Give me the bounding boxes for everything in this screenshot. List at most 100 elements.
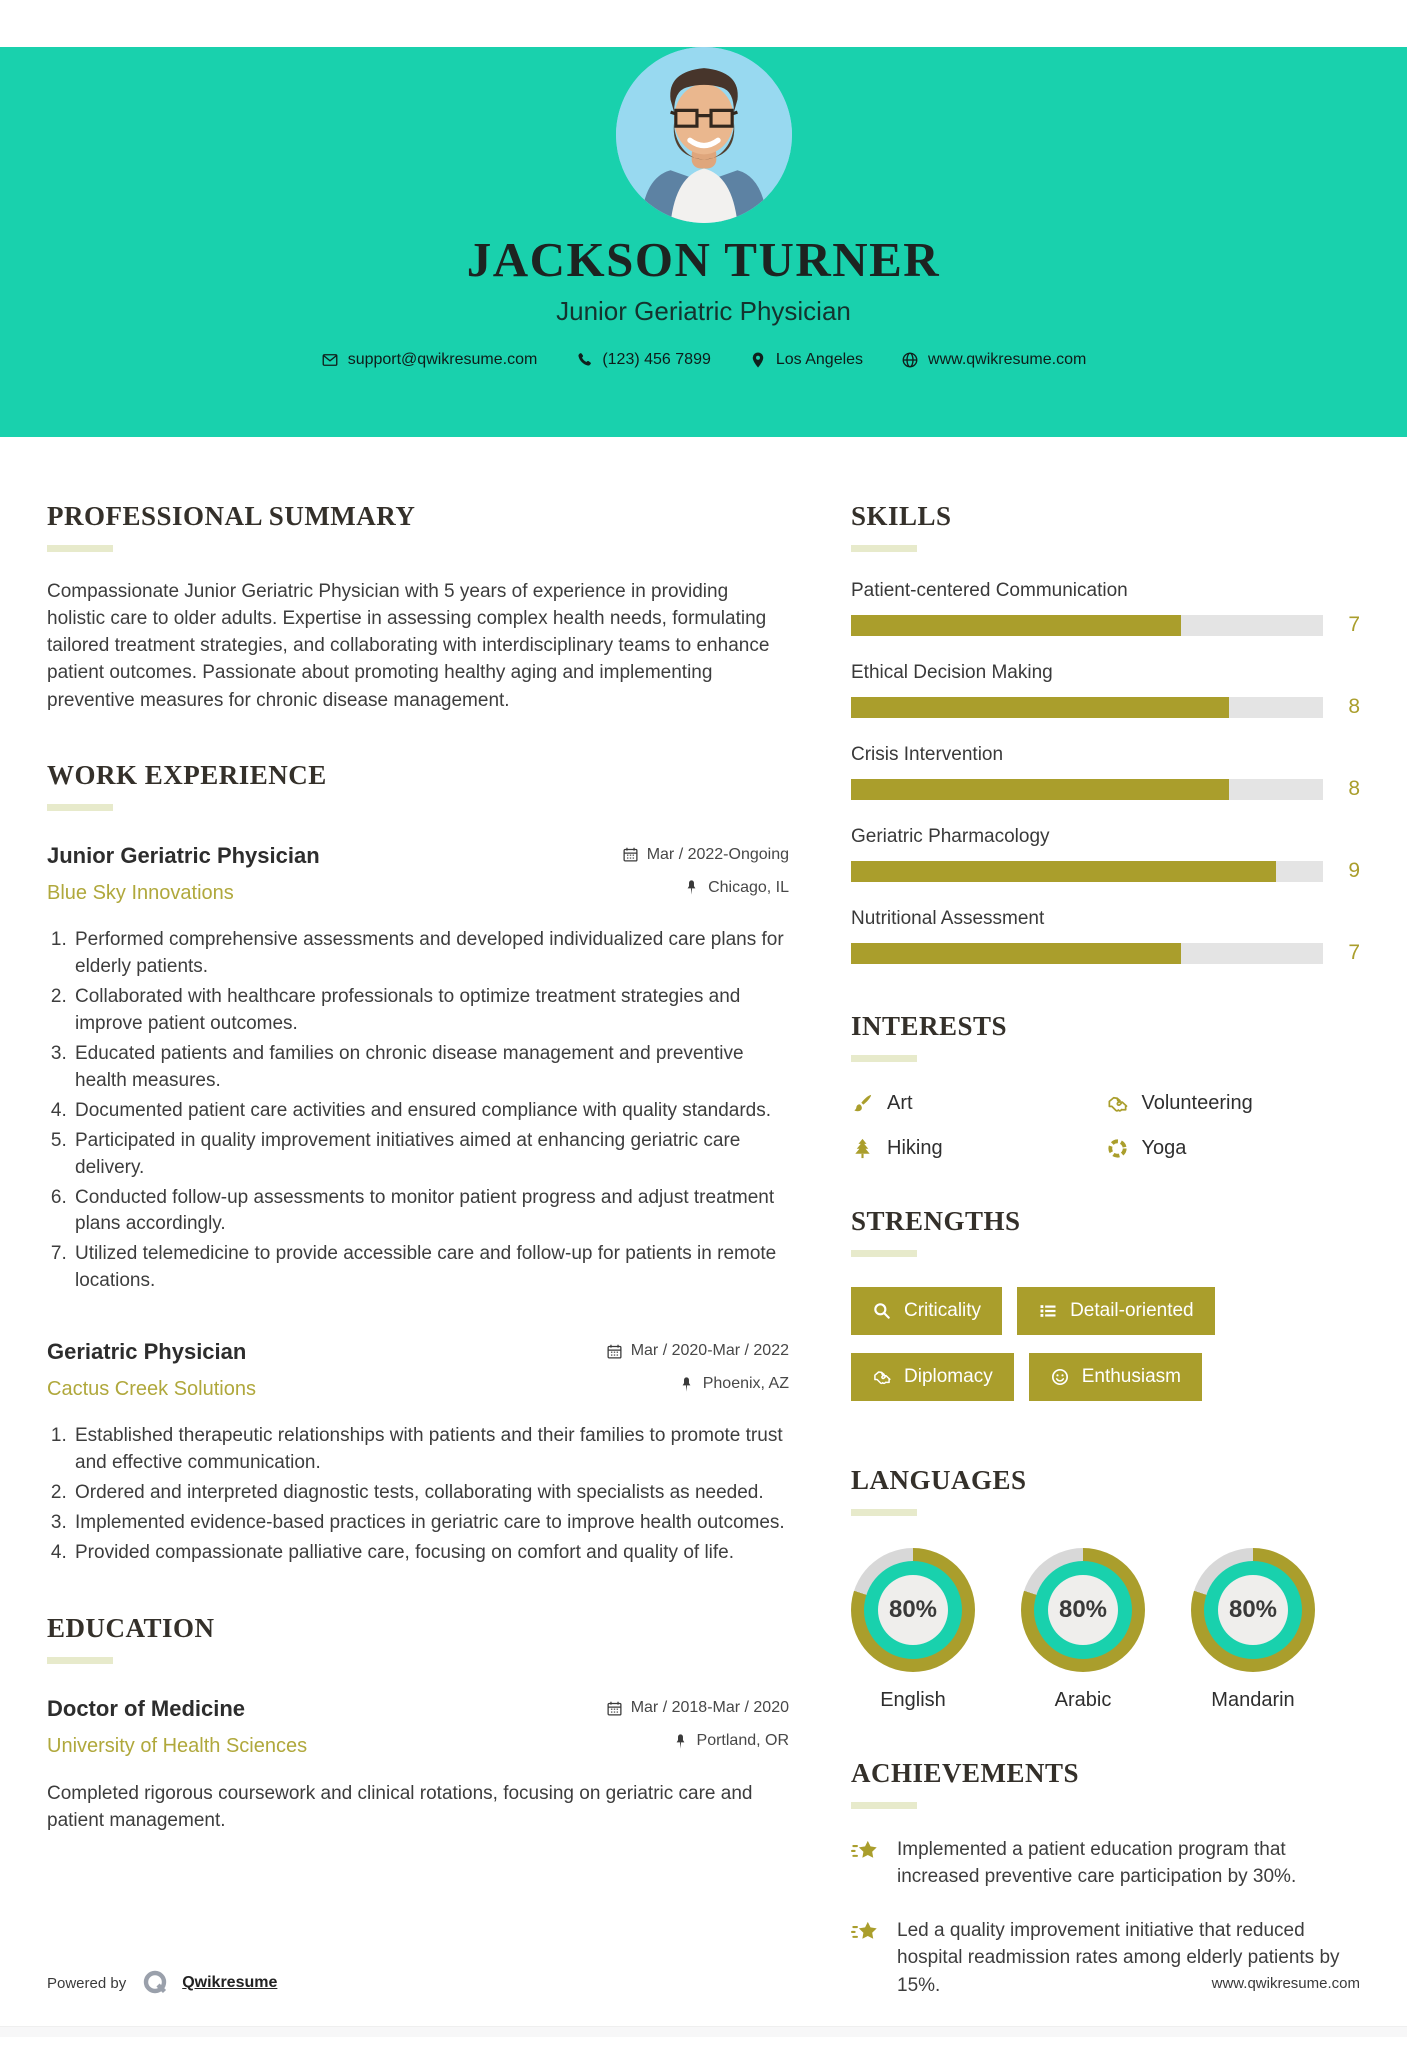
strength-badge-enthusiasm: Enthusiasm [1028,1353,1202,1401]
skill-bar: 8 [851,777,1360,801]
skill-bar-fill [851,696,1229,718]
contact-email: support@qwikresume.com [321,351,537,369]
calendar-icon [607,1344,622,1359]
interest-item: Hiking [851,1137,1106,1160]
education-degree-school: Doctor of Medicine University of Health … [47,1696,307,1758]
globe-icon [902,352,918,368]
heading-underline [47,803,113,811]
contact-bar: support@qwikresume.com (123) 456 7899 Lo… [0,351,1407,369]
job-bullet: Ordered and interpreted diagnostic tests… [72,1480,789,1507]
summary-heading: PROFESSIONAL SUMMARY [47,501,416,531]
strength-badge-detail-oriented: Detail-oriented [1017,1287,1215,1335]
job-bullet-list: Performed comprehensive assessments and … [47,927,789,1296]
job-title: Junior Geriatric Physician [47,842,320,868]
language-item: 80% English [851,1548,975,1712]
achievement-item: Led a quality improvement initiative tha… [851,1917,1360,1998]
section-interests: INTERESTS Art Volunteering Hiking Yoga [851,1011,1360,1160]
skill-bar-track [851,696,1323,718]
interest-item: Art [851,1092,1106,1115]
section-strengths: STRENGTHS Criticality Detail-oriented Di… [851,1206,1360,1419]
section-education: EDUCATION Doctor of Medicine University … [47,1613,789,1834]
contact-website: www.qwikresume.com [901,351,1086,369]
paintbrush-icon [854,1094,872,1112]
skill-bar-track [851,614,1323,636]
job-bullet: Provided compassionate palliative care, … [72,1540,789,1567]
resume-header: JACKSON TURNER Junior Geriatric Physicia… [0,47,1407,437]
education-meta: Mar / 2018-Mar / 2020 Portland, OR [606,1696,789,1750]
lifebuoy-icon [1107,1139,1127,1158]
strength-badge-diplomacy: Diplomacy [851,1353,1014,1401]
left-column: PROFESSIONAL SUMMARY Compassionate Junio… [47,501,789,2045]
job-company: Blue Sky Innovations [47,881,234,904]
skill-value: 7 [1348,941,1360,964]
qwikresume-link[interactable]: Qwikresume [182,1974,278,1991]
strength-badge-criticality: Criticality [851,1287,1003,1335]
language-percent: 80% [1218,1575,1288,1645]
job-title-company: Junior Geriatric Physician Blue Sky Inno… [47,843,320,905]
heading-underline [851,1802,917,1809]
pushpin-icon [682,1377,691,1392]
smiley-icon [1051,1368,1068,1386]
phone-icon [578,353,592,366]
achievement-text: Implemented a patient education program … [897,1839,1297,1888]
skill-value: 9 [1348,859,1360,882]
job-bullet: Established therapeutic relationships wi… [72,1423,789,1477]
job-title: Geriatric Physician [47,1339,247,1365]
list-icon [1040,1305,1056,1317]
achievement-item: Implemented a patient education program … [851,1836,1360,1890]
location-pin-icon [752,352,764,368]
page-footer: Powered by Qwikresume www.qwikresume.com [47,1969,1360,1997]
education-school: University of Health Sciences [47,1735,308,1758]
interest-label: Volunteering [1141,1092,1253,1114]
footer-branding: Powered by Qwikresume [47,1969,277,1997]
strength-badges: Criticality Detail-oriented Diplomacy En… [851,1287,1360,1419]
strength-label: Enthusiasm [1081,1366,1181,1387]
job-header: Geriatric Physician Cactus Creek Solutio… [47,1339,789,1401]
skill-bar-track [851,778,1323,800]
contact-phone-text: (123) 456 7899 [602,351,711,368]
contact-location: Los Angeles [749,351,863,369]
strengths-heading: STRENGTHS [851,1206,1021,1236]
interest-label: Yoga [1141,1137,1187,1159]
page-bottom-edge [0,2026,1407,2037]
skill-label: Ethical Decision Making [851,662,1053,683]
job-entry: Geriatric Physician Cactus Creek Solutio… [47,1339,789,1567]
job-location: Chicago, IL [622,879,789,897]
language-label: Arabic [1054,1689,1112,1711]
skill-bar: 9 [851,859,1360,883]
job-entry: Junior Geriatric Physician Blue Sky Inno… [47,843,789,1296]
skill-item: Geriatric Pharmacology 9 [851,826,1360,883]
job-meta: Mar / 2022-Ongoing Chicago, IL [622,843,789,897]
summary-text: Compassionate Junior Geriatric Physician… [47,581,770,711]
language-donut-chart: 80% [1021,1548,1145,1672]
strength-label: Detail-oriented [1070,1300,1194,1321]
powered-by-text: Powered by [47,1974,127,1992]
language-donut-chart: 80% [1191,1548,1315,1672]
language-label: Mandarin [1211,1689,1295,1711]
job-dates: Mar / 2022-Ongoing [622,846,789,864]
skill-label: Geriatric Pharmacology [851,826,1050,847]
skill-label: Patient-centered Communication [851,580,1128,601]
job-bullet: Utilized telemedicine to provide accessi… [72,1241,789,1295]
interest-item: Volunteering [1106,1092,1361,1115]
heading-underline [47,1657,113,1665]
profile-photo [615,47,792,223]
language-item: 80% Arabic [1021,1548,1145,1712]
job-bullet: Conducted follow-up assessments to monit… [72,1185,789,1239]
job-company: Cactus Creek Solutions [47,1378,256,1401]
job-bullet: Collaborated with healthcare professiona… [72,984,789,1038]
strength-label: Diplomacy [904,1366,993,1387]
qwikresume-logo-icon [144,1970,167,1994]
interest-label: Hiking [887,1137,943,1159]
skill-item: Nutritional Assessment 7 [851,908,1360,965]
job-bullet: Educated patients and families on chroni… [72,1041,789,1095]
section-work-experience: WORK EXPERIENCE Junior Geriatric Physici… [47,760,789,1567]
skill-item: Ethical Decision Making 8 [851,662,1360,719]
education-location: Portland, OR [606,1732,789,1750]
language-donut-chart: 80% [851,1548,975,1672]
skill-bar: 7 [851,613,1360,637]
job-bullet: Participated in quality improvement init… [72,1128,789,1182]
skill-value: 7 [1348,613,1360,636]
profile-photo-illustration [615,47,792,223]
education-heading: EDUCATION [47,1613,215,1644]
